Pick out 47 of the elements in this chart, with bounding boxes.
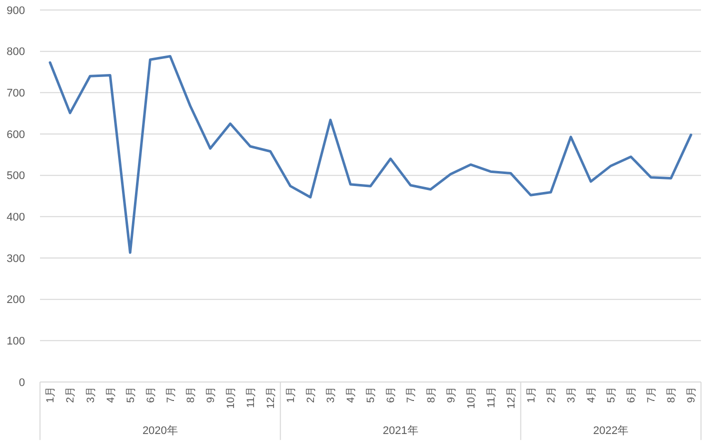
x-tick-label: 8月: [666, 386, 678, 403]
x-tick-label: 2月: [545, 386, 558, 403]
y-tick-label: 400: [6, 212, 25, 224]
x-tick-label: 9月: [445, 386, 458, 403]
x-tick-label: 2月: [64, 386, 77, 403]
x-tick-label: 12月: [505, 386, 518, 409]
x-tick-label: 9月: [204, 386, 217, 403]
x-tick-label: 3月: [325, 386, 338, 403]
y-tick-label: 600: [6, 128, 25, 141]
x-tick-label: 4月: [586, 386, 598, 403]
x-tick-label: 5月: [606, 386, 618, 403]
y-tick-label: 0: [18, 376, 25, 389]
x-tick-label: 7月: [646, 386, 658, 403]
y-tick-label: 300: [6, 252, 25, 265]
x-tick-label: 8月: [184, 386, 197, 403]
text: 2020年: [142, 425, 178, 437]
y-tick-label: 200: [6, 294, 25, 306]
text: 2021年: [382, 425, 418, 437]
x-tick-label: 2月: [305, 386, 318, 403]
x-tick-label: 1月: [285, 386, 298, 403]
x-tick-label: 3月: [565, 386, 578, 403]
x-tick-label: 11月: [244, 386, 257, 408]
x-tick-label: 6月: [385, 386, 398, 403]
x-tick-label: 9月: [686, 386, 698, 403]
x-tick-label: 11月: [485, 386, 498, 408]
x-tick-label: 4月: [345, 386, 358, 403]
x-tick-label: 10月: [224, 386, 237, 409]
y-tick-label: 500: [6, 170, 25, 182]
x-tick-label: 1月: [525, 386, 538, 403]
x-tick-label: 6月: [626, 386, 638, 403]
x-tick-label: 7月: [164, 386, 177, 403]
text: 2022年: [593, 425, 629, 437]
x-tick-label: 12月: [265, 386, 278, 409]
x-tick-label: 10月: [465, 386, 478, 409]
x-tick-label: 5月: [365, 386, 378, 403]
x-tick-label: 1月: [44, 386, 57, 403]
y-tick-label: 900: [6, 4, 25, 17]
line-series: [48, 55, 692, 254]
x-tick-label: 7月: [405, 386, 418, 403]
x-tick-label: 5月: [124, 386, 137, 403]
x-tick-label: 8月: [425, 386, 438, 403]
x-tick-label: 6月: [144, 386, 157, 403]
x-tick-label: 4月: [104, 386, 117, 403]
y-tick-label: 800: [6, 46, 25, 58]
y-tick-label: 700: [6, 88, 25, 100]
y-tick-label: 100: [6, 336, 25, 348]
x-tick-label: 3月: [84, 386, 97, 403]
